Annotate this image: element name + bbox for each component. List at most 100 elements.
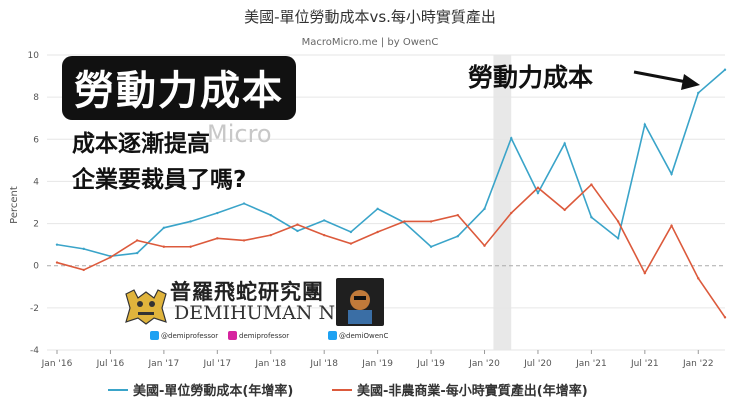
chart-subtitle: MacroMicro.me | by OwenC [302,37,439,48]
data-point [697,277,700,280]
headline-sub-2: 企業要裁員了嗎? [72,167,247,193]
data-point [456,235,459,238]
data-point [403,220,406,223]
data-point [216,211,219,215]
data-point [323,219,326,222]
x-tick-label: Jul '17 [202,359,231,369]
data-point [563,142,566,145]
y-axis-ticks: -4 -2 0 2 4 6 8 10 [28,51,40,356]
x-tick-label: Jul '19 [416,359,445,369]
x-tick-label: Jul '20 [523,359,552,369]
x-tick-label: Jan '18 [254,359,286,369]
nft-english-name: DEMIHUMAN NFT [174,302,361,324]
data-point [483,207,486,211]
data-point [269,233,272,237]
legend: 美國-單位勞動成本(年增率) 美國-非農商業-每小時實質產出(年增率) [108,383,588,399]
headline-banner: 勞動力成本 [62,56,296,120]
x-tick-label: Jan '16 [41,359,73,369]
nft-chinese-name: 普羅飛蛇研究團 [170,280,324,304]
x-axis-ticks: Jan '16 Jul '16 Jan '17 Jul '17 Jan '18 Jul '… [41,350,714,369]
series-line-labor-cost [56,69,726,258]
legend-label-blue[interactable]: 美國-單位勞動成本(年增率) [133,383,293,399]
grid-lines [47,54,725,351]
y-tick-label: 10 [28,51,40,61]
y-tick-label: 8 [33,93,39,103]
headline-sub-1: 成本逐漸提高 [72,131,210,157]
x-tick-label: Jan '19 [361,359,393,369]
avatar [336,278,384,326]
arrow-label: 勞動力成本 [468,63,594,92]
data-point [536,186,540,189]
twitter-icon [150,331,159,340]
data-point [162,226,166,229]
x-tick-label: Jul '18 [309,359,338,369]
data-point [429,245,433,248]
x-tick-label: Jan '17 [148,359,180,369]
data-point [590,183,593,186]
data-point [510,211,513,215]
twitter-handle-1[interactable]: @demiprofessor [150,331,218,340]
y-tick-label: 6 [33,135,39,145]
x-tick-label: Jan '21 [575,359,607,369]
data-point [323,233,326,237]
data-point [536,191,540,195]
data-point [429,220,433,223]
data-point [269,213,272,217]
data-point [723,68,727,71]
data-point [456,213,459,217]
data-point [616,220,620,223]
data-point [349,230,353,234]
x-tick-label: Jul '21 [630,359,659,369]
data-point [242,202,246,205]
data-point [189,245,192,248]
data-point [723,316,727,319]
data-point [563,208,566,212]
nft-badge: 普羅飛蛇研究團 DEMIHUMAN NFT @demiprofessor dem… [122,278,388,348]
x-tick-label: Jan '20 [468,359,500,369]
data-point [697,91,700,95]
data-point [510,137,513,140]
data-point [670,172,673,176]
twitter-icon [328,331,337,340]
data-point [376,207,379,211]
y-tick-label: -4 [30,346,39,356]
data-point [376,230,379,234]
series-line-output [56,183,726,318]
y-tick-label: -2 [30,304,39,314]
data-point [216,237,219,240]
chart-title: 美國-單位勞動成本vs.每小時實質產出 [244,8,496,26]
data-point [590,216,593,219]
data-point [643,271,647,275]
legend-label-red[interactable]: 美國-非農商業-每小時實質產出(年增率) [357,383,588,399]
data-point [296,229,299,233]
y-axis-label: Percent [9,186,20,224]
data-point [296,223,299,226]
data-point [82,247,85,251]
series-lines [55,68,727,319]
data-point [162,245,166,248]
data-point [242,239,246,242]
twitter-handle-2[interactable]: @demiOwenC [328,331,388,340]
data-point [55,243,59,246]
data-point [135,251,139,255]
recession-shading [493,55,512,350]
y-tick-label: 4 [33,177,39,187]
data-point [135,239,139,242]
data-point [616,237,620,240]
annotation-arrow [633,70,700,90]
watermark: Micro [207,120,272,148]
y-tick-label: 0 [33,262,39,272]
data-point [189,220,192,223]
data-point [55,261,59,264]
instagram-handle[interactable]: demiprofessor [228,331,289,340]
data-point [643,123,647,126]
data-point [109,256,112,259]
data-point [82,268,85,272]
instagram-icon [228,331,237,340]
data-point [349,242,353,245]
x-tick-label: Jul '16 [96,359,125,369]
demihuman-logo-icon [125,289,167,325]
data-point [670,224,673,227]
y-tick-label: 2 [33,220,39,230]
